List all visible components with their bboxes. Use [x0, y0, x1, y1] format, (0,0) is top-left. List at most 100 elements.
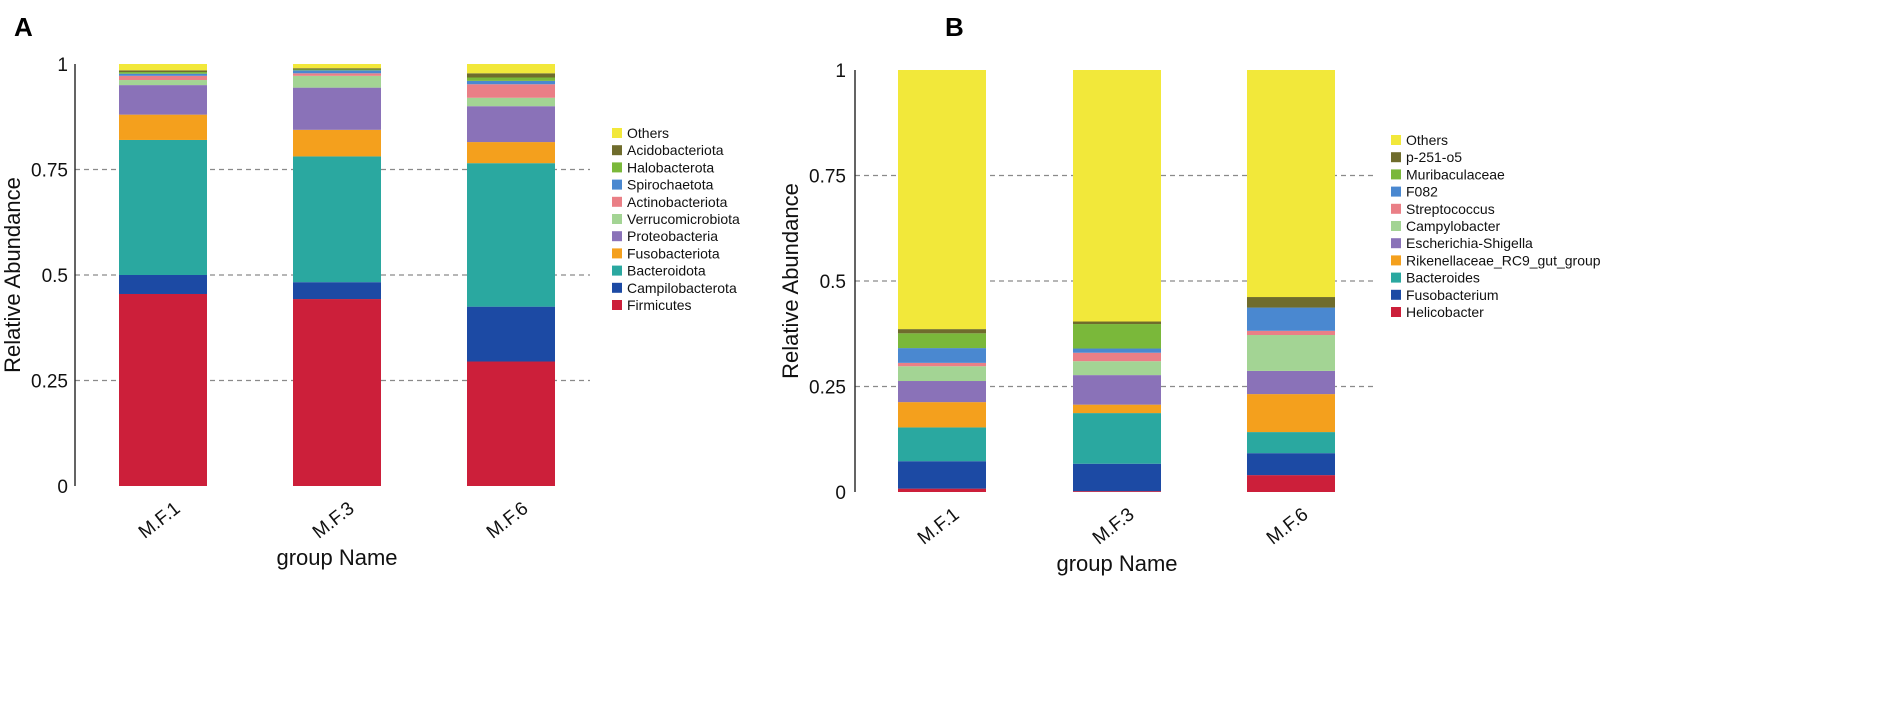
- legend-label: Streptococcus: [1406, 201, 1495, 217]
- x-category-label: M.F.6: [1263, 504, 1313, 549]
- bar-segment-acidobacteriota: [119, 70, 207, 73]
- legend-label: Proteobacteria: [627, 228, 718, 244]
- y-tick-label: 0.75: [31, 161, 68, 182]
- legend-swatch: [612, 196, 622, 207]
- bar-segment-campylobacter: [898, 366, 986, 382]
- bar-segment-bacteroidota: [293, 156, 381, 283]
- bar-segment-fusobacterium: [898, 461, 986, 489]
- bar-segment-bacteroides: [1247, 432, 1335, 454]
- legend-label: Actinobacteriota: [627, 194, 728, 210]
- bar-segment-acidobacteriota: [293, 68, 381, 70]
- y-tick-label: 0.5: [42, 266, 68, 287]
- y-tick-label: 1: [835, 61, 846, 82]
- y-axis-title: Relative Abundance: [778, 183, 803, 379]
- bar-segment-others: [467, 64, 555, 74]
- bar-segment-p-251-o5: [1247, 297, 1335, 308]
- bar-segment-others: [119, 64, 207, 71]
- legend-swatch: [1391, 255, 1401, 266]
- bar-segment-helicobacter: [898, 488, 986, 492]
- bar-segment-bacteroides: [898, 427, 986, 462]
- x-category-label: M.F.1: [135, 498, 185, 543]
- legend-swatch: [1391, 289, 1401, 300]
- bar-segment-verrucomicrobiota: [293, 75, 381, 88]
- legend-label: Acidobacteriota: [627, 142, 724, 158]
- x-category-label: M.F.1: [914, 504, 964, 549]
- bar-segment-actinobacteriota: [119, 75, 207, 81]
- panel-b-letter: B: [945, 12, 964, 42]
- legend-swatch: [1391, 221, 1401, 231]
- bar-segment-spirochaetota: [467, 80, 555, 85]
- bar-segment-f082: [1073, 348, 1161, 353]
- legend-label: F082: [1406, 184, 1438, 200]
- bar-segment-spirochaetota: [119, 73, 207, 76]
- bar-segment-bacteroides: [1073, 413, 1161, 464]
- legend-label: Spirochaetota: [627, 177, 714, 193]
- bar-segment-rikenellaceae-rc9-gut-group: [1247, 394, 1335, 433]
- bar-segment-proteobacteria: [467, 106, 555, 143]
- bar-segment-others: [898, 70, 986, 330]
- legend-label: Bacteroidota: [627, 263, 706, 279]
- bar-segment-proteobacteria: [293, 87, 381, 130]
- legend-swatch: [612, 179, 622, 190]
- legend-swatch: [1391, 152, 1401, 163]
- bar-segment-helicobacter: [1073, 491, 1161, 492]
- legend-label: Campilobacterota: [627, 280, 737, 296]
- bar-segment-escherichia-shigella: [1247, 370, 1335, 395]
- bar-segment-f082: [1247, 307, 1335, 331]
- bar-segment-firmicutes: [467, 361, 555, 486]
- panel-a-chart: 0 0.25 0.5 0.75 1 M.F.1 M.F.3 M.F.6 group Name Re…: [0, 55, 740, 570]
- bar-segment-bacteroidota: [119, 139, 207, 275]
- bar-segment-streptococcus: [1247, 330, 1335, 336]
- bar-segment-spirochaetota: [293, 70, 381, 74]
- bar-segment-fusobacteriota: [293, 129, 381, 157]
- x-category-label: M.F.3: [1089, 504, 1139, 549]
- bar-segment-campylobacter: [1073, 361, 1161, 376]
- legend-label: Halobacterota: [627, 159, 714, 175]
- legend-swatch: [612, 128, 622, 138]
- legend-swatch: [612, 282, 622, 293]
- bar-segment-streptococcus: [1073, 352, 1161, 362]
- legend-label: Firmicutes: [627, 297, 692, 313]
- bar-segment-helicobacter: [1247, 475, 1335, 492]
- bar-segment-escherichia-shigella: [1073, 375, 1161, 405]
- legend-swatch: [612, 248, 622, 259]
- bar-segment-fusobacterium: [1073, 463, 1161, 492]
- y-tick-label: 0.75: [809, 167, 846, 188]
- legend-swatch: [612, 231, 622, 242]
- y-tick-label: 0.25: [31, 372, 68, 393]
- bar-segment-campilobacterota: [119, 275, 207, 294]
- legend-label: Others: [1406, 132, 1448, 148]
- legend-label: Rikenellaceae_RC9_gut_group: [1406, 252, 1601, 268]
- legend-swatch: [1391, 186, 1401, 197]
- bar-segment-streptococcus: [898, 362, 986, 367]
- legend-swatch: [612, 162, 622, 173]
- legend-swatch: [1391, 169, 1401, 180]
- bar-segment-acidobacteriota: [467, 73, 555, 78]
- bar-segment-campilobacterota: [467, 306, 555, 362]
- x-category-label: M.F.6: [483, 498, 533, 543]
- bar-segment-fusobacteriota: [467, 142, 555, 164]
- bar-segment-others: [1073, 70, 1161, 322]
- legend-label: Escherichia-Shigella: [1406, 235, 1533, 251]
- x-axis-title: group Name: [1056, 551, 1177, 576]
- bar-segment-campylobacter: [1247, 335, 1335, 371]
- bar-segment-bacteroidota: [467, 163, 555, 307]
- legend-label: Bacteroides: [1406, 270, 1480, 286]
- bar-segment-verrucomicrobiota: [467, 97, 555, 107]
- y-tick-label: 0.5: [820, 272, 846, 293]
- legend-label: Campylobacter: [1406, 218, 1500, 234]
- legend-swatch: [1391, 272, 1401, 283]
- bar-segment-halobacterota: [119, 72, 207, 74]
- legend-swatch: [1391, 135, 1401, 145]
- legend-swatch: [612, 214, 622, 224]
- bar-segment-actinobacteriota: [293, 73, 381, 76]
- legend-swatch: [612, 145, 622, 156]
- legend-swatch: [1391, 238, 1401, 249]
- bar-segment-verrucomicrobiota: [119, 80, 207, 86]
- y-tick-label: 1: [57, 55, 68, 76]
- bar-segment-proteobacteria: [119, 85, 207, 115]
- bar-segment-f082: [898, 348, 986, 363]
- legend-label: Helicobacter: [1406, 304, 1484, 320]
- bar-segment-escherichia-shigella: [898, 381, 986, 403]
- bar-segment-muribaculaceae: [1073, 324, 1161, 349]
